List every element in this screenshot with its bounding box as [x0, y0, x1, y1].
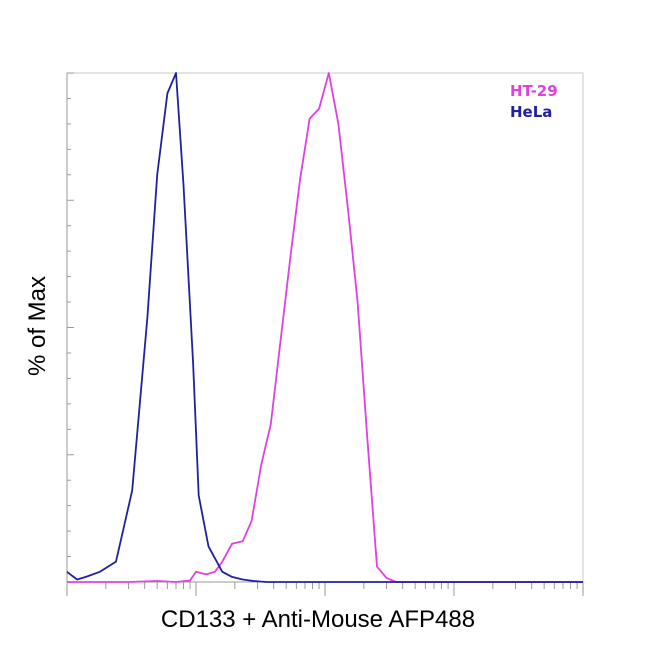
- x-axis-ticks: [66, 582, 584, 596]
- y-axis-ticks: [67, 72, 74, 583]
- y-axis-title: % of Max: [24, 276, 51, 376]
- legend: HT-29 HeLa: [510, 82, 558, 121]
- x-axis-title: CD133 + Anti-Mouse AFP488: [161, 606, 475, 633]
- series-layer: [66, 72, 583, 583]
- legend-entry-ht-29: HT-29: [510, 82, 558, 100]
- series-line-hela: [66, 72, 583, 583]
- series-line-ht-29: [67, 72, 583, 583]
- plot-frame: [66, 72, 584, 583]
- legend-entry-hela: HeLa: [510, 103, 552, 121]
